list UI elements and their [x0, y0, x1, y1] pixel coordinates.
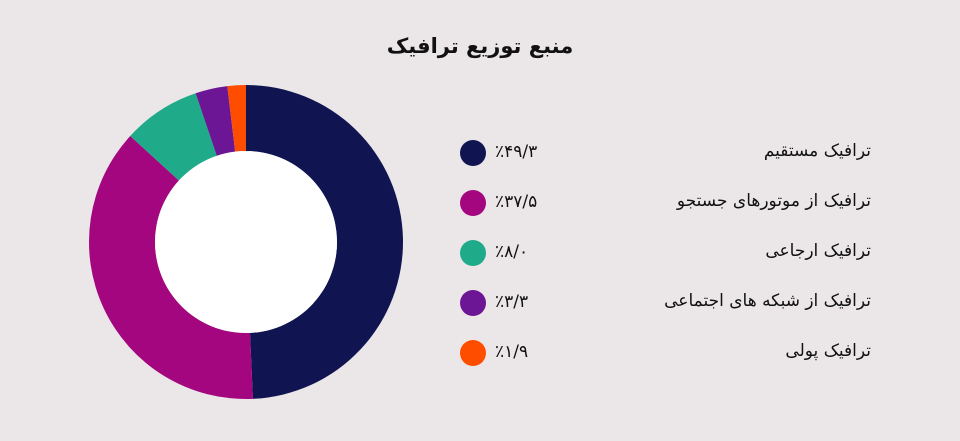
legend-label: ترافیک پولی	[785, 341, 871, 361]
legend-item-search: ٪۳۷/۵ ترافیک از موتورهای جستجو	[455, 188, 875, 218]
legend-item-referral: ٪۸/۰ ترافیک ارجاعی	[455, 238, 875, 268]
donut-chart	[88, 85, 404, 399]
slice-direct	[246, 85, 404, 399]
legend-swatch	[460, 240, 486, 266]
legend-item-paid: ٪۱/۹ ترافیک پولی	[455, 338, 875, 368]
slice-search	[88, 135, 253, 399]
legend-item-direct: ٪۴۹/۳ ترافیک مستقیم	[455, 138, 875, 168]
legend-value: ٪۱/۹	[495, 342, 529, 362]
legend-label: ترافیک مستقیم	[763, 141, 871, 161]
legend-value: ٪۳/۳	[495, 292, 529, 312]
legend-swatch	[460, 190, 486, 216]
chart-title: منبع توزیع ترافیک	[386, 34, 574, 58]
legend-swatch	[460, 290, 486, 316]
legend-value: ٪۴۹/۳	[495, 142, 538, 162]
legend-swatch	[460, 140, 486, 166]
legend: ٪۴۹/۳ ترافیک مستقیم ٪۳۷/۵ ترافیک از موتو…	[455, 0, 875, 441]
slice-social	[195, 86, 236, 156]
legend-value: ٪۳۷/۵	[495, 192, 538, 212]
donut-hole	[155, 151, 337, 333]
legend-label: ترافیک ارجاعی	[765, 241, 871, 261]
legend-label: ترافیک از شبکه های اجتماعی	[664, 291, 871, 311]
legend-label: ترافیک از موتورهای جستجو	[676, 191, 871, 211]
legend-value: ٪۸/۰	[495, 242, 529, 262]
legend-swatch	[460, 340, 486, 366]
slice-referral	[130, 93, 217, 181]
slice-paid	[227, 85, 246, 152]
legend-item-social: ٪۳/۳ ترافیک از شبکه های اجتماعی	[455, 288, 875, 318]
